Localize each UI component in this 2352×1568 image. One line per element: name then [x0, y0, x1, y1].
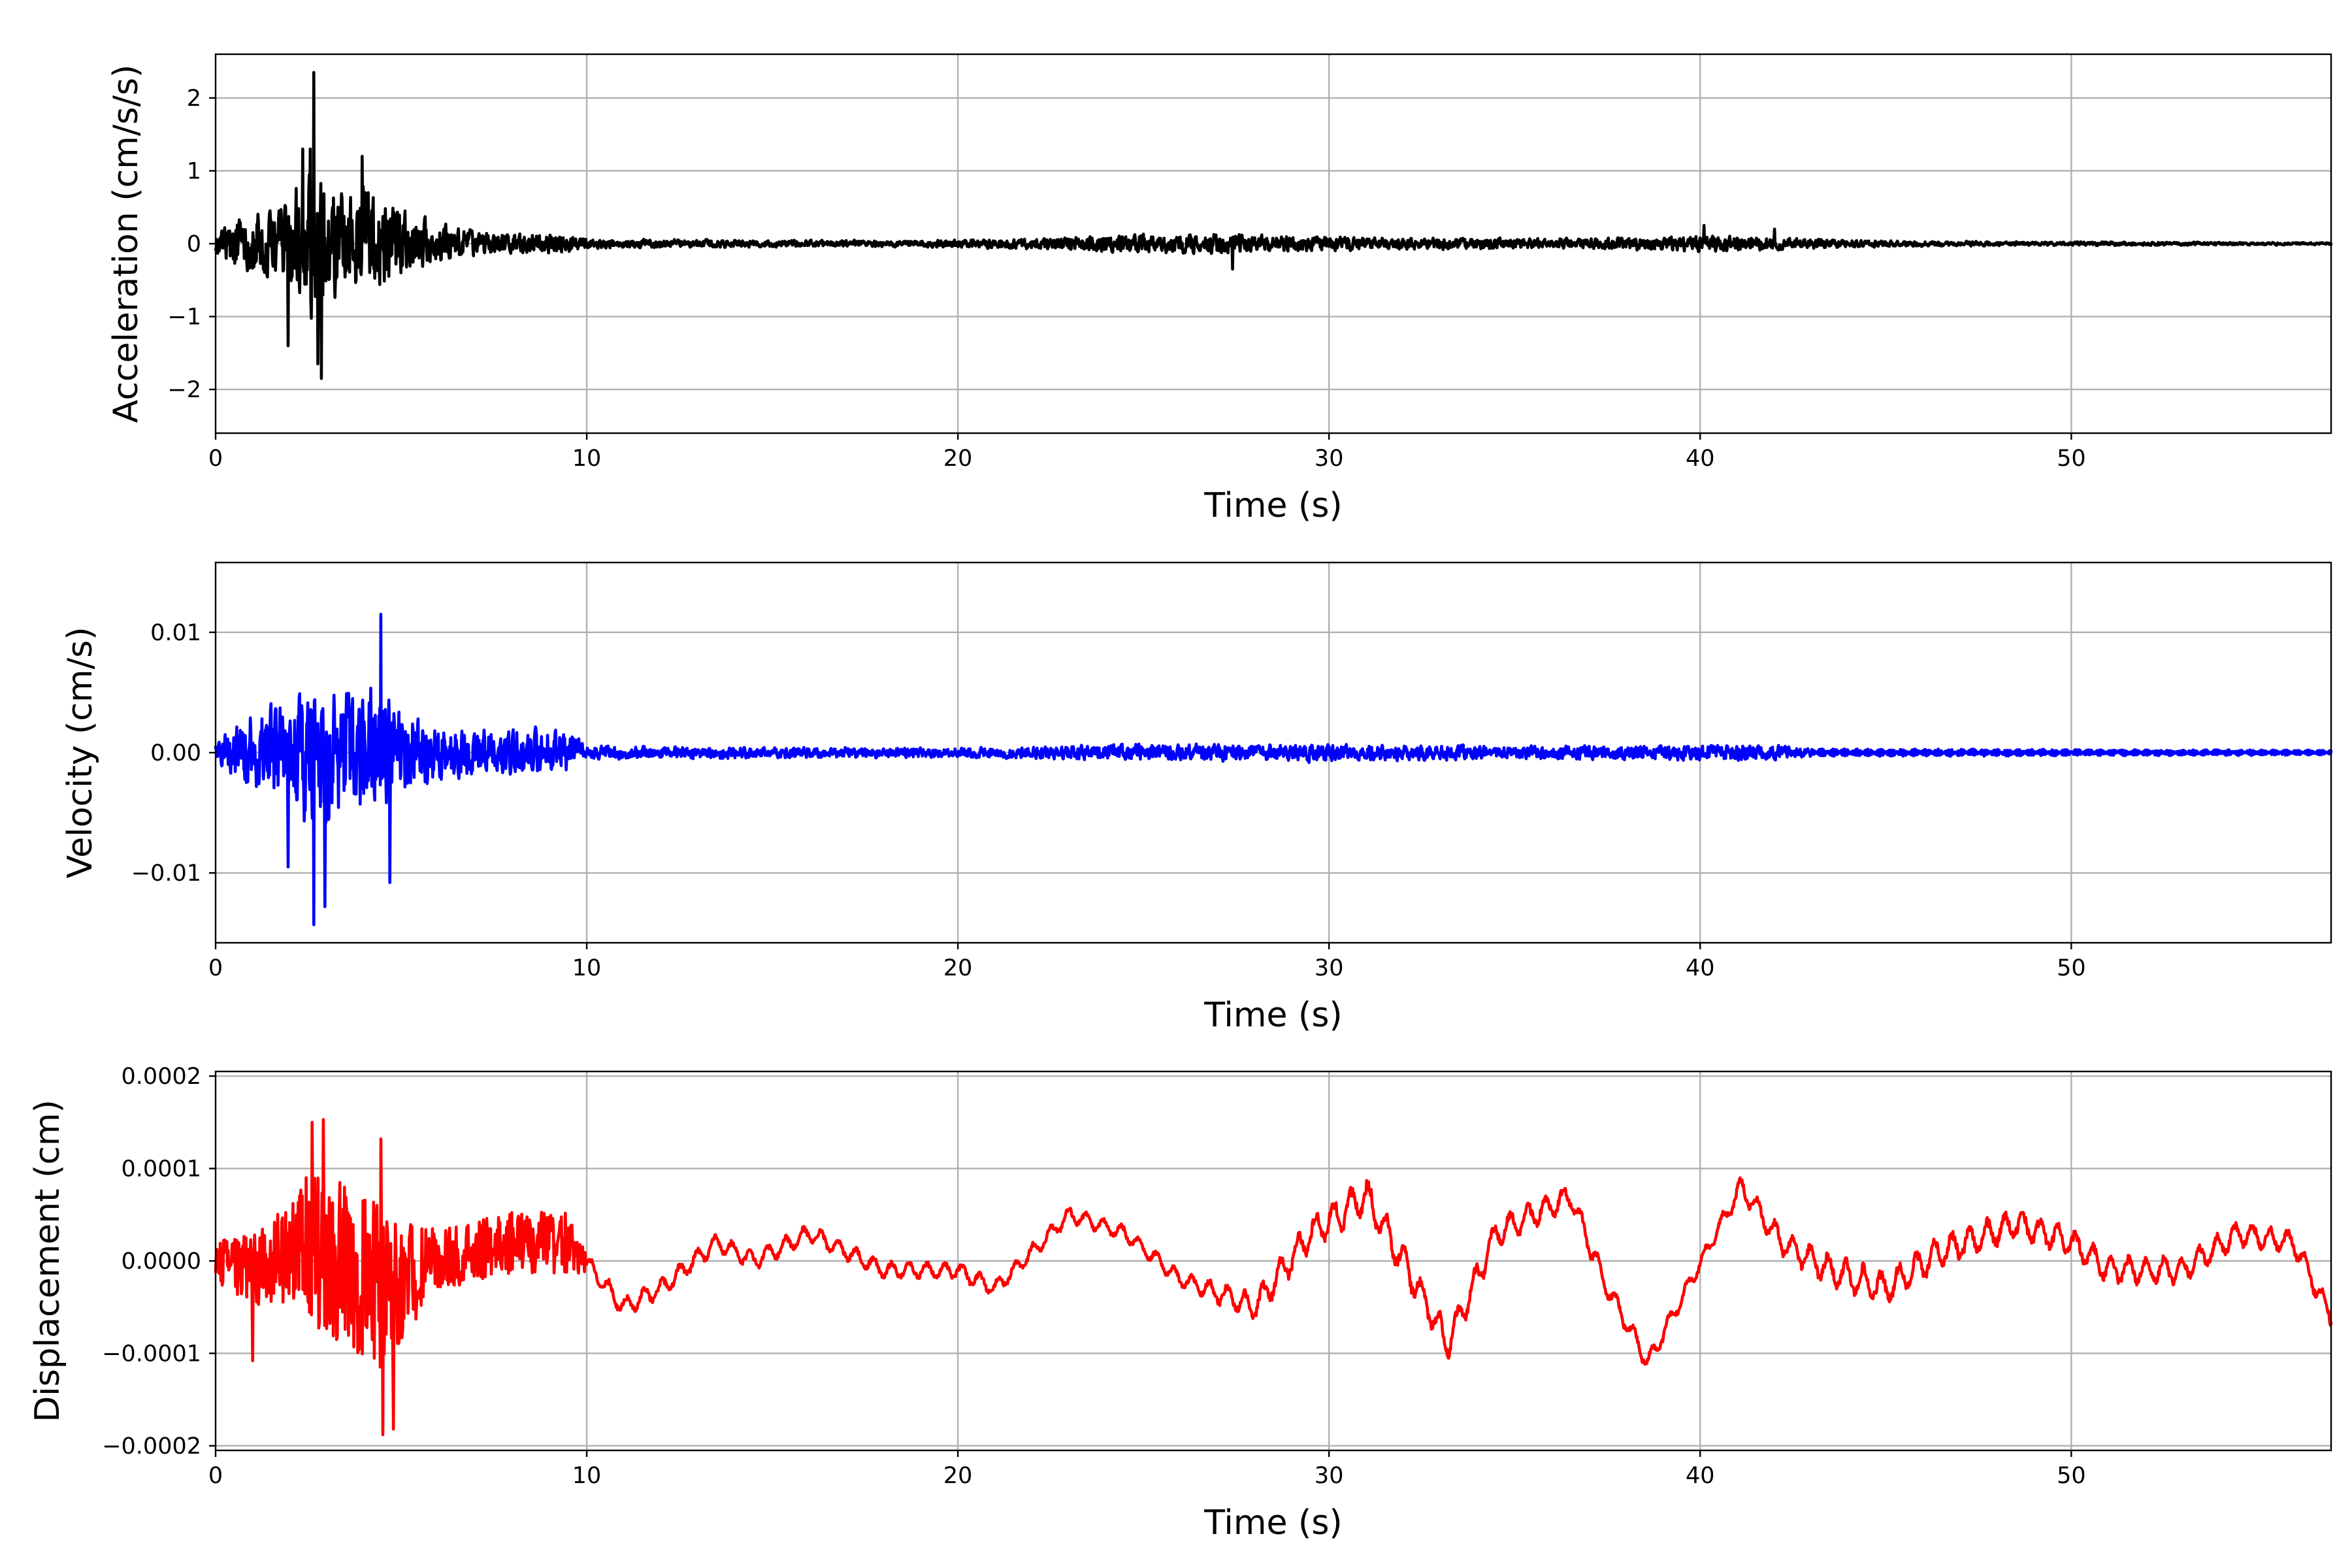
- displacement-ytick-label-1: −0.0001: [102, 1341, 201, 1367]
- displacement-panel: 0 10 20 30 40 50 −0.0002 −0.0001 0.0000 0.0001 0.0…: [28, 1064, 2333, 1543]
- acceleration-ytick-label-2: 0: [187, 231, 201, 257]
- velocity-xtick-label-4: 40: [1686, 955, 1715, 981]
- displacement-xtick-label-5: 50: [2057, 1463, 2086, 1489]
- velocity-xtick-label-1: 10: [572, 955, 602, 981]
- acceleration-yaxis-label: Acceleration (cm/s/s): [106, 65, 146, 423]
- displacement-trace: [214, 1118, 2333, 1437]
- displacement-ytick-label-0: −0.0002: [102, 1433, 201, 1460]
- displacement-xaxis-label: Time (s): [1203, 1503, 1342, 1543]
- acceleration-xaxis-label: Time (s): [1203, 486, 1342, 525]
- displacement-xtick-label-2: 20: [943, 1463, 973, 1489]
- velocity-panel: 0 10 20 30 40 50 −0.01 0.00 0.01 Time (s) Velocity…: [61, 561, 2333, 1035]
- displacement-xtick-label-3: 30: [1315, 1463, 1344, 1489]
- displacement-ytick-label-2: 0.0000: [122, 1249, 201, 1275]
- acceleration-trace: [214, 71, 2333, 380]
- displacement-yaxis-label: Displacement (cm): [28, 1100, 67, 1422]
- acceleration-ytick-label-3: 1: [187, 158, 201, 184]
- acceleration-xtick-label-4: 40: [1686, 446, 1715, 472]
- velocity-xtick-label-2: 20: [943, 955, 973, 981]
- acceleration-xtick-label-1: 10: [572, 446, 602, 472]
- velocity-ytick-label-2: 0.01: [150, 620, 201, 646]
- velocity-ytick-label-0: −0.01: [131, 860, 201, 887]
- velocity-xtick-label-3: 30: [1315, 955, 1344, 981]
- acceleration-xtick-label-5: 50: [2057, 446, 2086, 472]
- acceleration-xtick-label-2: 20: [943, 446, 973, 472]
- acceleration-ytick-label-1: −1: [167, 304, 201, 331]
- acceleration-ytick-label-0: −2: [167, 377, 201, 403]
- velocity-xaxis-label: Time (s): [1203, 996, 1342, 1035]
- displacement-xtick-label-1: 10: [572, 1463, 602, 1489]
- acceleration-ytick-label-4: 2: [187, 86, 201, 112]
- displacement-xtick-label-0: 0: [208, 1463, 223, 1489]
- displacement-ytick-label-3: 0.0001: [122, 1156, 201, 1183]
- displacement-ytick-label-4: 0.0002: [122, 1064, 201, 1090]
- displacement-xtick-label-4: 40: [1686, 1463, 1715, 1489]
- velocity-trace: [214, 612, 2333, 926]
- velocity-ytick-label-1: 0.00: [150, 740, 201, 766]
- velocity-xtick-label-5: 50: [2057, 955, 2086, 981]
- acceleration-xtick-label-0: 0: [208, 446, 223, 472]
- acceleration-xtick-label-3: 30: [1315, 446, 1344, 472]
- velocity-xtick-label-0: 0: [208, 955, 223, 981]
- velocity-yaxis-label: Velocity (cm/s): [61, 627, 100, 879]
- acceleration-panel: 0 10 20 30 40 50 −2 −1 0 1 2 Time (s) Acceleration (…: [106, 53, 2333, 525]
